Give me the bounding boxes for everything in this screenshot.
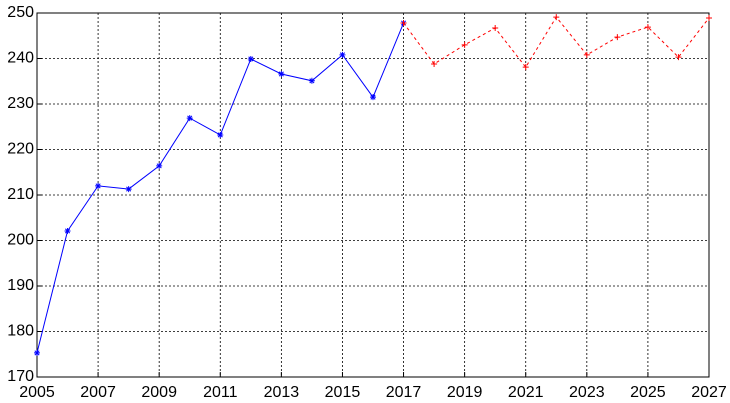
- point-marker: [675, 54, 682, 61]
- point-marker: [339, 51, 346, 58]
- x-tick-label: 2019: [447, 384, 483, 401]
- y-tick-label: 170: [7, 368, 34, 385]
- y-tick-label: 180: [7, 323, 34, 340]
- y-tick-label: 200: [7, 232, 34, 249]
- point-marker: [522, 64, 529, 71]
- point-marker: [431, 60, 438, 67]
- x-tick-label: 2009: [141, 384, 177, 401]
- y-tick-label: 230: [7, 95, 34, 112]
- point-marker: [583, 51, 590, 58]
- point-marker: [217, 131, 224, 138]
- point-marker: [64, 227, 71, 234]
- point-marker: [278, 70, 285, 77]
- point-marker: [614, 34, 621, 41]
- point-marker: [400, 20, 407, 27]
- x-tick-label: 2007: [80, 384, 116, 401]
- x-tick-label: 2017: [386, 384, 422, 401]
- x-tick-label: 2011: [203, 384, 238, 401]
- x-tick-label: 2013: [264, 384, 300, 401]
- x-tick-label: 2005: [19, 384, 55, 401]
- point-marker: [34, 349, 40, 356]
- point-marker: [186, 115, 193, 122]
- point-marker: [308, 77, 315, 84]
- x-tick-label: 2021: [508, 384, 544, 401]
- y-tick-label: 190: [7, 277, 34, 294]
- point-marker: [95, 182, 102, 189]
- y-tick-label: 240: [7, 50, 34, 67]
- x-tick-label: 2027: [691, 384, 727, 401]
- y-tick-label: 220: [7, 141, 34, 158]
- point-marker: [644, 24, 651, 31]
- x-tick-label: 2015: [325, 384, 361, 401]
- point-marker: [125, 186, 132, 193]
- x-tick-label: 2023: [569, 384, 605, 401]
- point-marker: [492, 25, 499, 32]
- point-marker: [553, 14, 560, 21]
- y-tick-label: 210: [7, 186, 34, 203]
- axes-frame: [36, 12, 710, 378]
- point-marker: [370, 94, 376, 101]
- point-marker: [156, 162, 163, 169]
- y-tick-label: 250: [7, 4, 34, 21]
- point-marker: [461, 41, 468, 48]
- point-marker: [706, 15, 712, 22]
- point-marker: [247, 55, 254, 62]
- x-tick-label: 2025: [630, 384, 666, 401]
